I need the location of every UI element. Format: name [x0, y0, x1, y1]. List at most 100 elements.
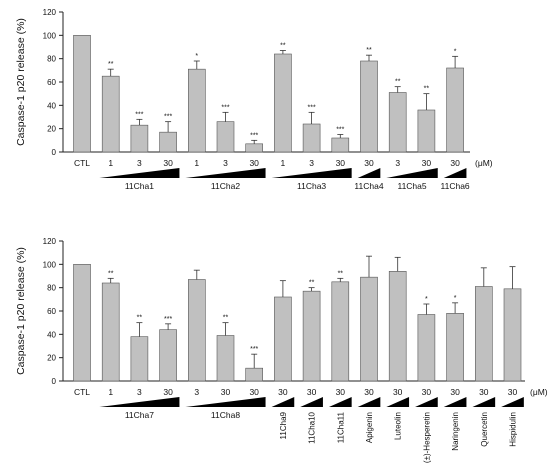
concentration-ramp	[328, 397, 352, 407]
group-label: 11Cha11	[336, 411, 345, 443]
x-tick-label: 30	[364, 158, 374, 168]
y-axis-label: Caspase-1 p20 release (%)	[15, 247, 27, 375]
bar	[159, 329, 177, 382]
x-tick-label: 30	[307, 387, 317, 397]
group-label: 11Cha3	[297, 181, 326, 191]
y-tick-label: 20	[47, 125, 56, 134]
group-label: 11Cha2	[211, 181, 240, 191]
group-label: Apigenin	[365, 412, 374, 443]
bar	[188, 279, 206, 382]
x-tick-label: 30	[336, 387, 346, 397]
bar	[446, 313, 464, 382]
significance-mark: *	[195, 53, 198, 60]
concentration-ramp	[271, 168, 352, 178]
significance-mark: **	[395, 79, 401, 86]
group-label: 11Cha8	[211, 410, 240, 420]
x-tick-label: CTL	[74, 158, 90, 168]
concentration-ramp	[386, 168, 438, 178]
x-tick-label: 30	[163, 387, 173, 397]
concentration-ramp	[271, 397, 295, 407]
concentration-ramp	[415, 397, 438, 407]
chart-panel-1: 0 20 40 60 80 100 120 Caspase-1 p20 release (%)…	[15, 8, 493, 191]
bar	[360, 276, 378, 382]
bar	[101, 282, 120, 382]
bar	[274, 296, 292, 382]
concentration-ramp	[99, 397, 180, 407]
bar	[130, 124, 149, 153]
significance-mark: **	[338, 270, 344, 277]
x-tick-label: 30	[422, 158, 432, 168]
significance-mark: *	[454, 295, 457, 302]
concentration-ramp	[386, 397, 410, 407]
concentration-ramp	[300, 397, 323, 407]
bar	[188, 68, 206, 153]
group-label: 11Cha7	[125, 410, 154, 420]
unit-label: (μM)	[475, 158, 493, 168]
y-tick-label: 40	[47, 330, 56, 339]
group-label: 11Cha5	[397, 181, 426, 191]
y-tick-label: 80	[47, 55, 56, 64]
bar	[274, 53, 292, 153]
group-label: 11Cha1	[125, 181, 154, 191]
bar	[417, 109, 436, 153]
x-tick-label: 30	[249, 158, 259, 168]
bar	[331, 137, 350, 153]
concentration-ramp	[443, 397, 467, 407]
x-tick-label: 3	[395, 158, 400, 168]
x-tick-label: 30	[278, 387, 288, 397]
significance-mark: ***	[336, 127, 344, 134]
group-label: Hispidulin	[509, 412, 518, 447]
y-tick-label: 60	[47, 307, 56, 316]
x-tick-label: 30	[479, 387, 489, 397]
significance-mark: ***	[250, 132, 258, 139]
y-tick-label: 20	[47, 354, 56, 363]
bar	[302, 123, 321, 153]
y-tick-label: 40	[47, 101, 56, 110]
bar	[216, 121, 235, 153]
x-tick-label: 3	[137, 387, 142, 397]
y-tick-label: 120	[43, 8, 57, 17]
bar	[130, 336, 149, 382]
x-tick-label: 30	[249, 387, 259, 397]
bar	[245, 143, 263, 153]
group-label: 11Cha10	[308, 411, 317, 443]
x-tick-label: CTL	[74, 387, 90, 397]
significance-mark: ***	[221, 104, 229, 111]
bar	[216, 335, 235, 382]
bar	[503, 288, 522, 382]
group-label: 11Cha9	[279, 411, 288, 439]
significance-mark: **	[280, 43, 286, 50]
y-tick-label: 60	[47, 78, 56, 87]
group-label: Naringenin	[451, 412, 460, 451]
significance-mark: **	[108, 270, 114, 277]
bar	[302, 290, 321, 382]
significance-mark: **	[309, 280, 315, 287]
x-tick-label: 30	[450, 387, 460, 397]
group-label: (±)-Hesperetin	[422, 412, 431, 463]
group-label: 11Cha4	[354, 181, 383, 191]
significance-mark: *	[425, 296, 428, 303]
bar	[388, 92, 407, 153]
unit-label: (μM)	[530, 387, 548, 397]
x-tick-label: 3	[223, 158, 228, 168]
bar	[388, 271, 407, 382]
y-tick-label: 100	[43, 31, 57, 40]
x-tick-label: 30	[393, 387, 403, 397]
group-label: Luteolin	[394, 412, 403, 440]
bar	[73, 35, 91, 153]
x-tick-label: 30	[336, 158, 346, 168]
x-tick-label: 30	[364, 387, 374, 397]
x-tick-label: 30	[221, 387, 231, 397]
significance-mark: ***	[164, 316, 172, 323]
concentration-ramp	[472, 397, 496, 407]
significance-mark: **	[108, 61, 114, 68]
significance-mark: ***	[135, 111, 143, 118]
bar	[245, 367, 263, 382]
group-label: Quercetin	[480, 412, 489, 447]
concentration-ramp	[357, 397, 381, 407]
y-tick-label: 0	[52, 148, 57, 157]
group-label: 11Cha6	[441, 181, 470, 191]
x-tick-label: 30	[422, 387, 432, 397]
x-tick-label: 30	[450, 158, 460, 168]
